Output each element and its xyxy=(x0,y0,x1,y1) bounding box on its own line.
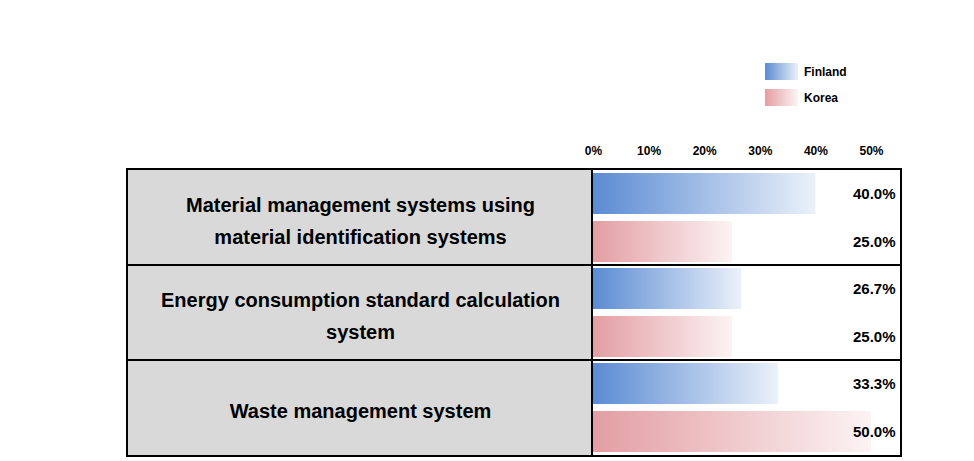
html-text:Korea: Korea xyxy=(804,90,838,105)
svg-text:25.0%: 25.0% xyxy=(853,233,896,250)
svg-text:50%: 50% xyxy=(859,144,883,158)
svg-text:20%: 20% xyxy=(693,144,717,158)
svg-text:0%: 0% xyxy=(585,144,603,158)
svg-text:40%: 40% xyxy=(804,144,828,158)
svg-text:26.7%: 26.7% xyxy=(853,280,896,297)
svg-text:50.0%: 50.0% xyxy=(853,423,896,440)
svg-text:Waste management system: Waste management system xyxy=(230,400,492,422)
svg-text:33.3%: 33.3% xyxy=(853,375,896,392)
svg-text:25.0%: 25.0% xyxy=(853,328,896,345)
svg-text:10%: 10% xyxy=(637,144,661,158)
svg-text:Material management systems us: Material management systems usingmateria… xyxy=(186,194,535,248)
html-text:Finland: Finland xyxy=(804,64,847,79)
svg-text:40.0%: 40.0% xyxy=(853,185,896,202)
svg-text:30%: 30% xyxy=(748,144,772,158)
svg-text:Energy consumption standard ca: Energy consumption standard calculations… xyxy=(161,289,560,343)
